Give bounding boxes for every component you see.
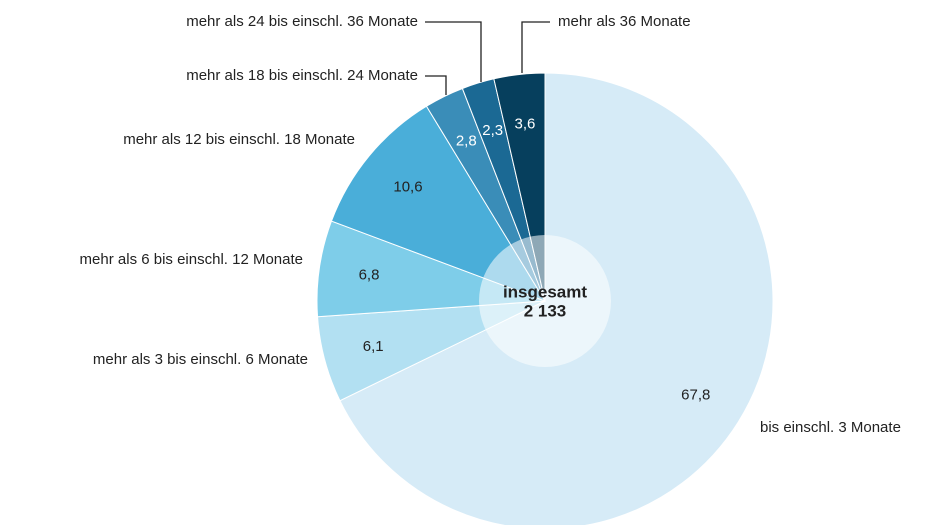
- center-title: insgesamt: [503, 282, 587, 301]
- category-label: mehr als 36 Monate: [558, 13, 691, 30]
- value-label: 3,6: [514, 115, 535, 132]
- value-label: 2,8: [456, 133, 477, 150]
- leader-line: [425, 21, 482, 82]
- category-label: mehr als 12 bis einschl. 18 Monate: [123, 131, 355, 148]
- center-total: 2 133: [524, 301, 567, 320]
- leader-line: [425, 75, 447, 95]
- center-disc: [479, 235, 611, 367]
- category-label: bis einschl. 3 Monate: [760, 419, 901, 436]
- value-label: 6,8: [359, 266, 380, 283]
- value-label: 67,8: [681, 386, 710, 403]
- category-label: mehr als 3 bis einschl. 6 Monate: [93, 351, 308, 368]
- category-label: mehr als 6 bis einschl. 12 Monate: [80, 251, 303, 268]
- value-label: 6,1: [363, 338, 384, 355]
- leader-line: [521, 21, 550, 73]
- value-label: 10,6: [393, 179, 422, 196]
- slice: [330, 105, 547, 302]
- category-label: mehr als 24 bis einschl. 36 Monate: [186, 13, 418, 30]
- value-label: 2,3: [482, 122, 503, 139]
- category-label: mehr als 18 bis einschl. 24 Monate: [186, 67, 418, 84]
